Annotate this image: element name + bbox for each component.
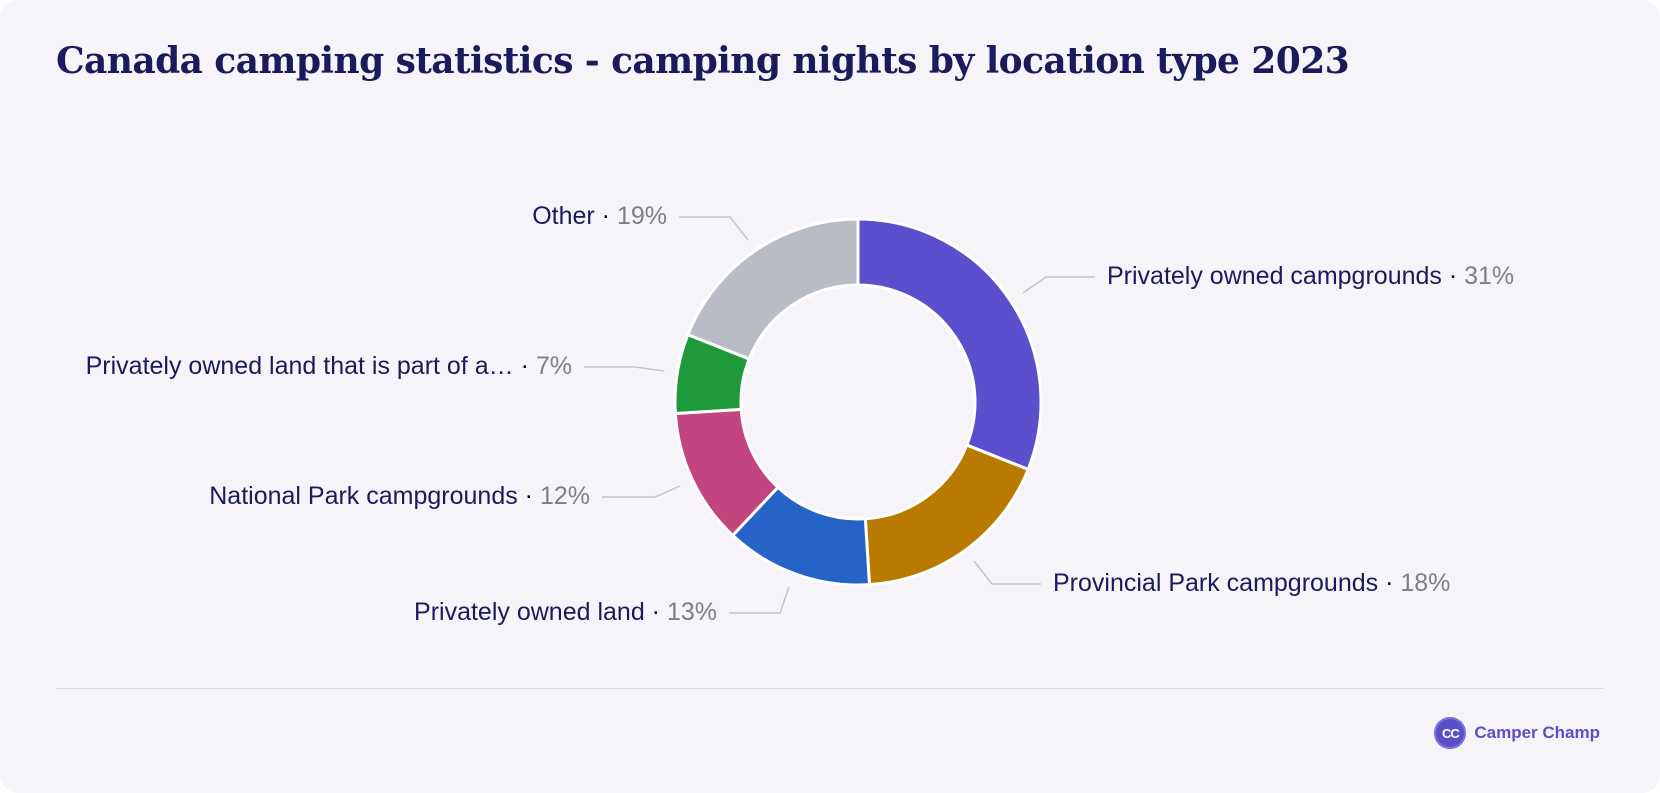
leader-line-privately-owned-land-that-is-part-of-a [584,366,665,372]
slice-labels: Privately owned campgrounds · 31% Provinc… [86,202,1515,626]
slice-label-name: Other [532,202,595,230]
slice-provincial-park-campgrounds [863,443,1030,587]
camper-champ-logo-icon: CC [1434,717,1467,749]
slice-label-other: Other · 19% [532,202,667,230]
slice-privately-owned-campgrounds [856,217,1043,471]
slice-label-name: Privately owned campgrounds [1107,262,1442,290]
brand-logo: CC Camper Champ [1434,717,1600,749]
slice-label-privately-owned-land: Privately owned land · 13% [414,598,717,626]
slice-label-privately-owned-campgrounds: Privately owned campgrounds · 31% [1107,262,1514,290]
slice-label-value: 31% [1464,262,1514,290]
leader-line-national-park-campgrounds [602,485,681,498]
slice-label-provincial-park-campgrounds: Provincial Park campgrounds · 18% [1053,569,1450,597]
leader-lines [584,216,1095,614]
slice-label-value: 12% [540,482,590,510]
leader-line-provincial-park-campgrounds [973,560,1041,585]
slice-label-value: 7% [536,352,572,380]
slice-label-name: Privately owned land [414,598,645,626]
leader-line-privately-owned-land [729,586,790,614]
slice-label-value: 13% [667,598,717,626]
slice-other [686,217,860,361]
donut-slices [673,217,1043,587]
slice-label-privately-owned-land-that-is-part-of-a: Privately owned land that is part of a… … [86,352,572,380]
brand-name: Camper Champ [1474,723,1600,742]
leader-line-privately-owned-campgrounds [1022,276,1095,294]
slice-label-name: Provincial Park campgrounds [1053,569,1378,597]
chart-title: Canada camping statistics - camping nigh… [56,40,1350,82]
slice-label-national-park-campgrounds: National Park campgrounds · 12% [209,482,590,510]
slice-label-value: 18% [1400,569,1450,597]
slice-label-name: Privately owned land that is part of a… [86,352,514,380]
slice-label-value: 19% [617,202,667,230]
footer-divider [56,688,1604,689]
leader-line-other [679,216,749,241]
slice-label-name: National Park campgrounds [209,482,518,510]
